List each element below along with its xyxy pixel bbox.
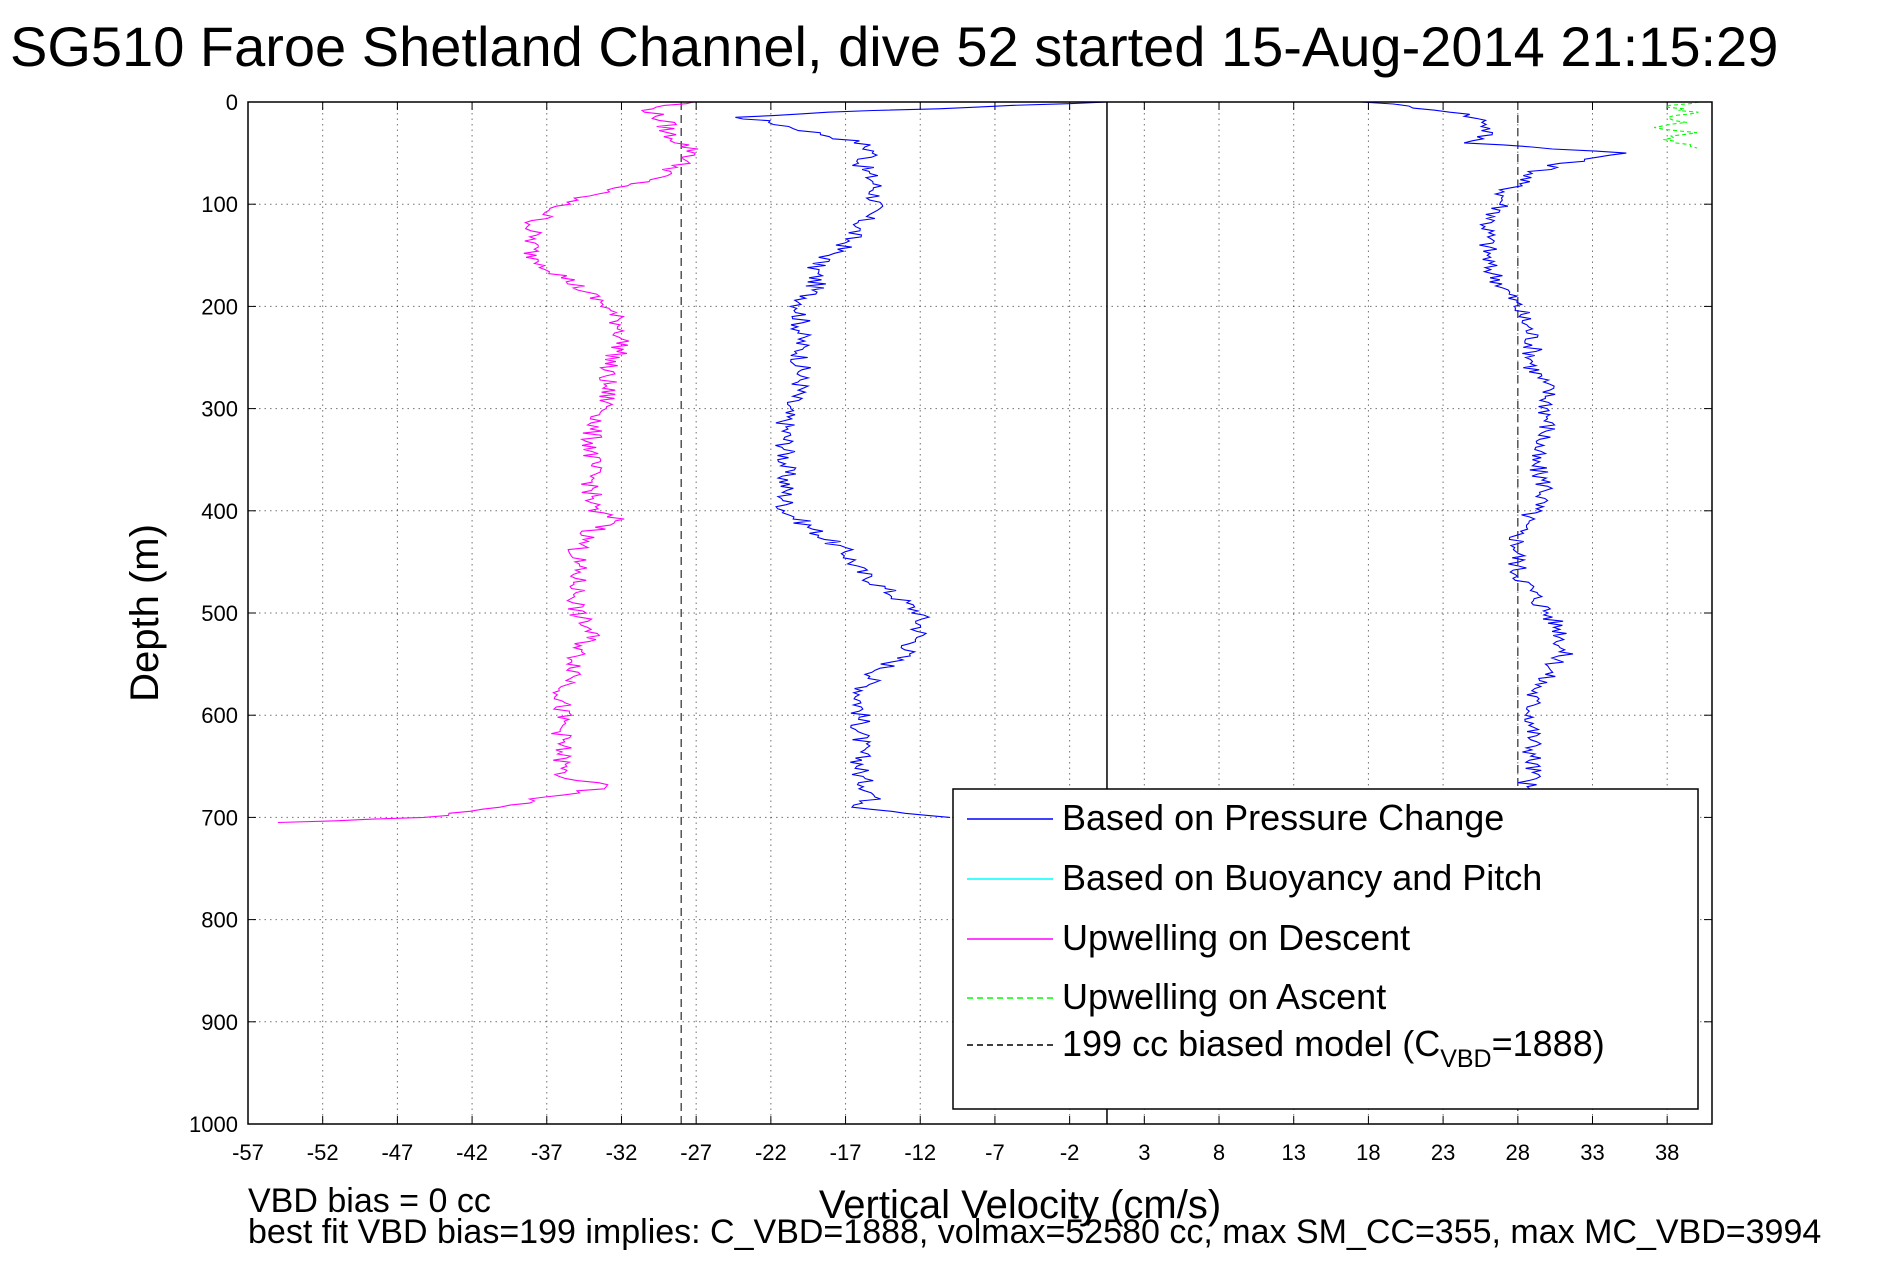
y-tick-label: 600 (201, 703, 238, 728)
y-tick-label: 100 (201, 192, 238, 217)
y-tick-label: 800 (201, 908, 238, 933)
series-line (277, 101, 699, 824)
x-axis-label: Vertical Velocity (cm/s) (819, 1183, 1221, 1227)
x-tick-label: -57 (232, 1140, 264, 1165)
x-tick-label: -42 (456, 1140, 488, 1165)
chart-title: SG510 Faroe Shetland Channel, dive 52 st… (10, 15, 1778, 78)
legend-box (952, 788, 1699, 1110)
x-tick-label: -12 (904, 1140, 936, 1165)
series-lines (277, 101, 1699, 824)
x-tick-label: -22 (755, 1140, 787, 1165)
legend-entry: 199 cc biased model (CVBD=1888) (1062, 1023, 1605, 1073)
y-tick-labels: 0 100 200 300 400 500 600 700 800 900 1000 (189, 90, 238, 1137)
y-tick-label: 0 (226, 90, 238, 115)
series-line (735, 101, 1108, 818)
x-tick-label: 8 (1213, 1140, 1225, 1165)
y-tick-label: 300 (201, 397, 238, 422)
x-tick-labels: -57 -52 -47 -42 -37 -32 -27 -22 -17 -12 -7 -2 3 8 13 18… (232, 1140, 1679, 1165)
legend: Based on Pressure Change Based on Buoyanc… (952, 788, 1699, 1110)
y-tick-label: 400 (201, 499, 238, 524)
x-tick-label: 18 (1356, 1140, 1380, 1165)
legend-entry: Based on Buoyancy and Pitch (1062, 857, 1542, 898)
y-tick-label: 900 (201, 1010, 238, 1035)
x-tick-label: 33 (1580, 1140, 1604, 1165)
x-tick-label: -7 (985, 1140, 1005, 1165)
y-tick-label: 700 (201, 805, 238, 830)
y-tick-label: 1000 (189, 1112, 238, 1137)
legend-entry: Based on Pressure Change (1062, 797, 1504, 838)
legend-entry: Upwelling on Descent (1062, 917, 1410, 958)
x-tick-label: 13 (1281, 1140, 1305, 1165)
x-tick-label: -47 (381, 1140, 413, 1165)
x-tick-label: 23 (1431, 1140, 1455, 1165)
x-tick-label: -32 (606, 1140, 638, 1165)
y-tick-label: 200 (201, 294, 238, 319)
series-line (1360, 101, 1627, 818)
x-tick-label: -52 (307, 1140, 339, 1165)
x-tick-label: -17 (830, 1140, 862, 1165)
x-tick-label: -2 (1060, 1140, 1080, 1165)
best-fit-note: best fit VBD bias=199 implies: C_VBD=188… (248, 1213, 1821, 1251)
x-tick-label: 38 (1655, 1140, 1679, 1165)
plot-frame (247, 101, 1713, 1125)
x-tick-label: 28 (1506, 1140, 1530, 1165)
x-tick-label: -27 (680, 1140, 712, 1165)
bias-note: VBD bias = 0 cc (248, 1182, 491, 1220)
y-tick-label: 500 (201, 601, 238, 626)
x-tick-label: -37 (531, 1140, 563, 1165)
x-tick-label: 3 (1138, 1140, 1150, 1165)
y-axis-label: Depth (m) (123, 524, 167, 702)
series-line (1654, 101, 1699, 149)
legend-entry: Upwelling on Ascent (1062, 976, 1386, 1017)
